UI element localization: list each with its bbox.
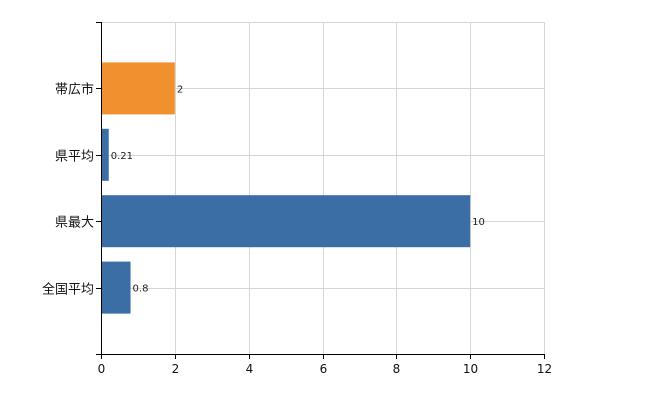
bar bbox=[101, 261, 131, 314]
data-label: 2 bbox=[177, 84, 183, 95]
x-tick-label: 12 bbox=[537, 362, 552, 376]
x-tick-label: 0 bbox=[98, 362, 106, 376]
x-tick-label: 2 bbox=[172, 362, 180, 376]
axis-layer bbox=[96, 22, 545, 359]
x-tick-label: 10 bbox=[463, 362, 478, 376]
y-category-label: 県平均 bbox=[55, 150, 94, 165]
bar bbox=[101, 62, 175, 115]
x-tick-label: 8 bbox=[393, 362, 401, 376]
x-tick-label: 4 bbox=[246, 362, 254, 376]
bar bbox=[101, 195, 471, 248]
data-label: 10 bbox=[472, 217, 485, 228]
y-category-label: 県最大 bbox=[55, 216, 94, 231]
data-label: 0.8 bbox=[133, 284, 149, 295]
bar bbox=[101, 128, 109, 181]
y-category-label: 帯広市 bbox=[55, 82, 94, 98]
x-tick-label: 6 bbox=[320, 362, 328, 376]
bars-layer bbox=[101, 62, 471, 314]
y-category-label: 全国平均 bbox=[42, 282, 94, 298]
data-label: 0.21 bbox=[111, 151, 133, 162]
